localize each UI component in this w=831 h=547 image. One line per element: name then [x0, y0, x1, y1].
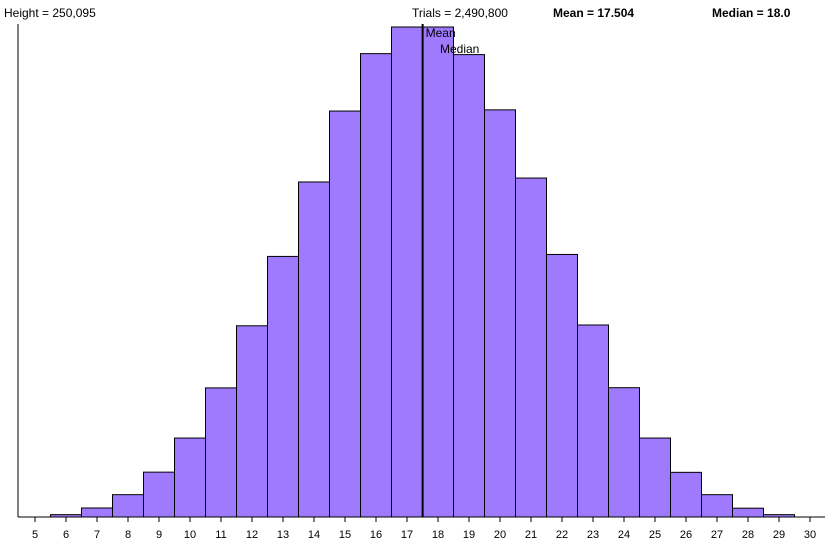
- x-tick-label-25: 25: [649, 529, 661, 541]
- x-tick-label-23: 23: [587, 529, 599, 541]
- median-stat-label: Median = 18.0: [712, 6, 791, 20]
- bars-group: [50, 26, 795, 518]
- bar-19: [453, 54, 485, 518]
- bar-17: [391, 26, 423, 518]
- median-marker-label: Median: [440, 42, 479, 56]
- x-tick-label-7: 7: [94, 529, 100, 541]
- bar-9: [143, 471, 175, 518]
- bar-22: [546, 253, 578, 518]
- x-tick-label-14: 14: [308, 529, 320, 541]
- x-tick-label-13: 13: [277, 529, 289, 541]
- bar-27: [701, 494, 733, 518]
- x-tick-label-12: 12: [246, 529, 258, 541]
- bar-11: [205, 387, 237, 518]
- mean-marker-label: Mean: [426, 26, 456, 40]
- bar-7: [81, 507, 113, 518]
- x-tick-label-27: 27: [711, 529, 723, 541]
- markers-group: Mean Median: [421, 24, 479, 517]
- x-tick-label-8: 8: [125, 529, 131, 541]
- bar-20: [484, 109, 516, 518]
- x-tick-label-17: 17: [401, 529, 413, 541]
- height-label: Height = 250,095: [4, 6, 96, 20]
- bar-18: [422, 26, 454, 518]
- x-tick-label-21: 21: [525, 529, 537, 541]
- x-tick-label-30: 30: [804, 529, 816, 541]
- x-tick-label-5: 5: [32, 529, 38, 541]
- x-tick-label-16: 16: [370, 529, 382, 541]
- trials-label: Trials = 2,490,800: [412, 6, 508, 20]
- bar-21: [515, 177, 547, 518]
- x-tick-label-15: 15: [339, 529, 351, 541]
- bar-23: [577, 324, 609, 518]
- x-tick-label-10: 10: [184, 529, 196, 541]
- x-ticks-group: 5 6 7 8 9 10 11 12 13 14 15 16 17 18 19 20 21 22 23 24 25 26 2…: [32, 517, 816, 541]
- x-tick-label-19: 19: [463, 529, 475, 541]
- x-tick-label-11: 11: [215, 529, 226, 541]
- bar-13: [267, 255, 299, 518]
- bar-24: [608, 387, 640, 518]
- bar-15: [329, 110, 361, 518]
- x-tick-label-6: 6: [63, 529, 69, 541]
- x-tick-label-9: 9: [156, 529, 162, 541]
- bar-10: [174, 437, 206, 518]
- bar-12: [236, 325, 268, 518]
- bar-8: [112, 494, 144, 518]
- bar-26: [670, 471, 702, 518]
- x-tick-label-20: 20: [494, 529, 506, 541]
- x-tick-label-22: 22: [556, 529, 568, 541]
- bar-16: [360, 53, 392, 518]
- x-tick-label-18: 18: [432, 529, 444, 541]
- bar-28: [732, 507, 764, 518]
- x-tick-label-26: 26: [680, 529, 692, 541]
- x-tick-label-29: 29: [773, 529, 785, 541]
- mean-stat-label: Mean = 17.504: [553, 6, 635, 20]
- x-tick-label-24: 24: [618, 529, 630, 541]
- bar-25: [639, 437, 671, 518]
- bar-14: [298, 181, 330, 518]
- x-tick-label-28: 28: [742, 529, 754, 541]
